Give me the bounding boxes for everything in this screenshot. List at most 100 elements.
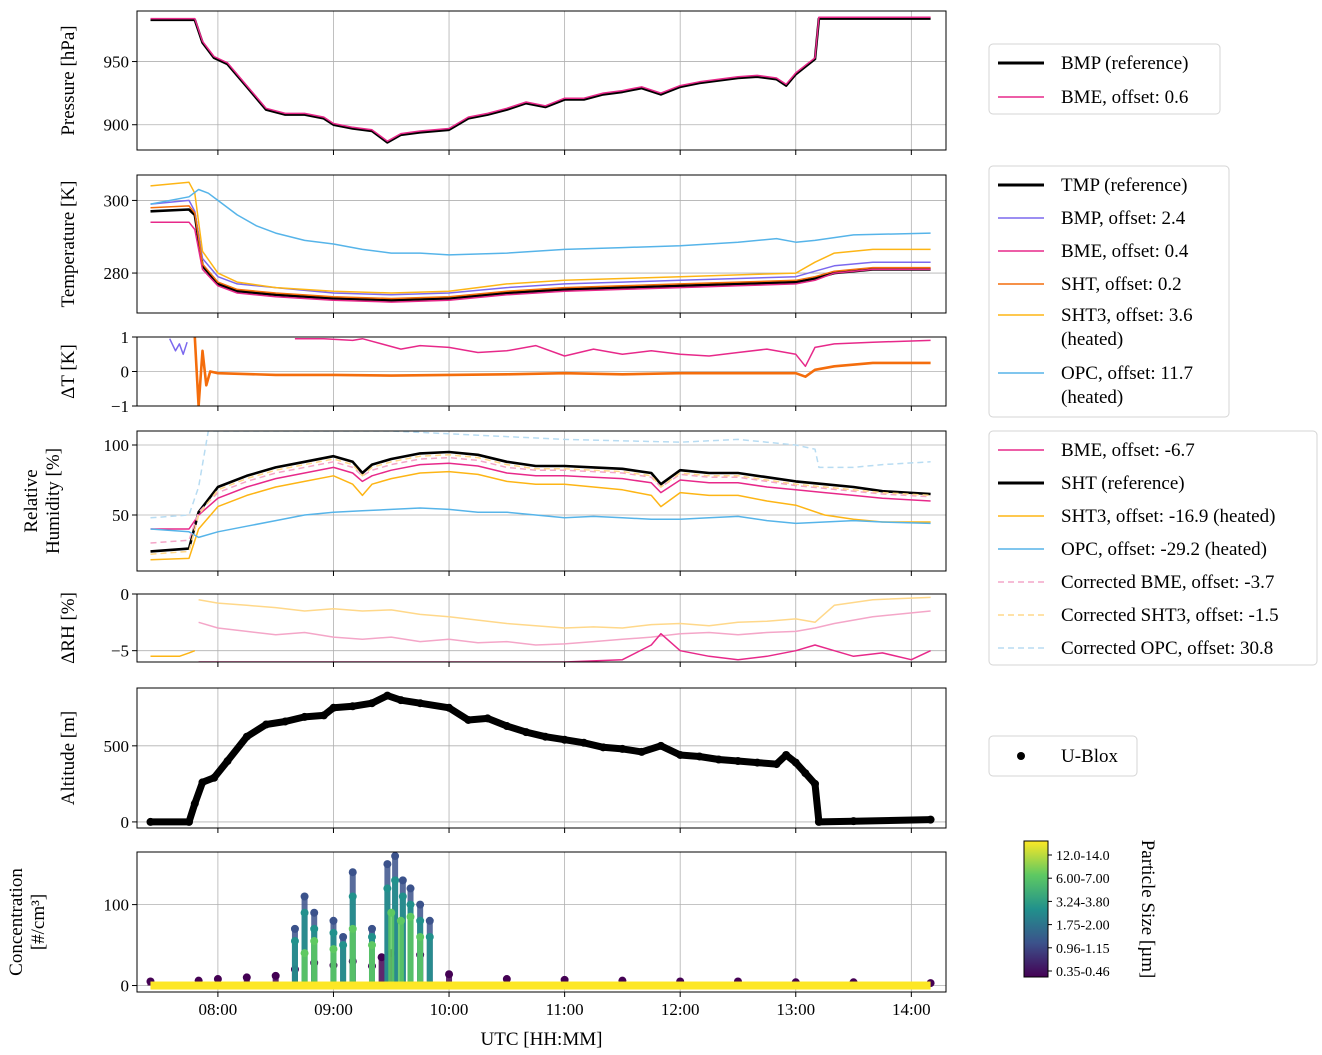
altitude-point [367,699,376,708]
particle-bar [378,957,385,986]
y-tick-label: 0 [121,585,130,604]
particle-point [406,912,415,921]
legend-label: (heated) [1061,387,1123,408]
altitude-point [656,741,665,750]
series-corrected-opc-offset-30-8 [150,431,931,519]
panel-5: −5 0 ΔRH [%] [58,585,947,667]
altitude-point [676,750,685,759]
y-tick-label: −5 [111,642,129,661]
colorbar-gradient [1023,840,1049,978]
altitude-point [483,714,492,723]
y-axis-label: Particle [0,893,5,951]
particle-point [367,941,376,950]
series-u-blox [147,692,935,826]
particle-point [398,892,407,901]
particle-point [377,953,386,962]
series-opc-offset-29-2-heated [150,507,931,539]
axes-frame [136,593,947,663]
altitude-point [714,755,723,764]
axes-frame [136,851,947,993]
legend-label: BME, offset: 0.4 [1061,241,1189,262]
altitude-point [560,735,569,744]
y-tick-label: 280 [104,264,130,283]
particle-bar [349,928,356,986]
altitude-point [262,720,271,729]
colorbar-tick-label: 0.35-0.46 [1056,965,1110,980]
altitude-point [464,715,473,724]
x-tick-label: 13:00 [776,1000,815,1019]
y-tick-label: 0 [121,977,130,996]
y-axis-label: ΔRH [%] [58,592,79,664]
y-axis-label: Pressure [hPa] [58,25,79,135]
colorbar-tick-label: 12.0-14.0 [1056,849,1110,864]
legend-label: SHT (reference) [1061,473,1185,494]
series-corrected-bme-offset-3-7 [150,456,931,544]
altitude-point [579,738,588,747]
particle-point [396,916,405,925]
altitude-point [522,728,531,737]
particle-point [339,941,348,950]
y-tick-label: 100 [104,896,130,915]
y-tick-label: 0 [121,363,130,382]
altitude-point [782,750,791,759]
particle-point [416,932,425,941]
particle-bar [392,880,399,986]
altitude-point [445,703,454,712]
series-bmp-offset-2-4 [150,199,931,296]
x-tick-label: 11:00 [546,1000,584,1019]
x-axis-label: UTC [HH:MM] [481,1029,603,1050]
altitude-point [599,743,608,752]
particle-point [406,884,415,893]
altitude-point [849,817,858,826]
series-3-3 [193,337,931,406]
y-axis-label: Altitude [m] [58,711,79,805]
altitude-point [185,817,194,826]
y-axis-label: Relative [21,469,42,532]
particle-point [391,852,400,861]
legend-label: BMP (reference) [1061,53,1188,74]
particle-bar [384,888,391,986]
y-axis-label: Temperature [K] [58,181,79,308]
x-tick-label: 10:00 [430,1000,469,1019]
series-3-2 [169,338,188,356]
particle-point [300,908,309,917]
y-tick-label: 1 [121,328,130,347]
legend-box [988,165,1230,418]
particle-point [367,932,376,941]
altitude-point [146,817,155,826]
altitude-point [396,696,405,705]
series-3-1 [294,337,931,368]
y-tick-label: 300 [104,191,130,210]
series-group [150,16,931,144]
series-12-0-14-0 [150,981,931,990]
altitude-point [541,732,550,741]
series-5-1 [198,596,931,629]
particle-point [329,916,338,925]
particle-bar [368,945,375,986]
legend-box [988,43,1221,115]
panel-3: −1 0 1 ΔT [K] [58,328,947,416]
particle-point [329,945,338,954]
series-bme-offset-0-4 [150,221,931,303]
particle-bar [388,912,395,986]
particle-point [300,892,309,901]
altitude-point [300,712,309,721]
particle-bar [311,941,318,986]
legend-label: OPC, offset: 11.7 [1061,363,1193,384]
particle-bar [272,975,279,986]
altitude-point [811,779,820,788]
particle-point [425,932,434,941]
series-5-2 [198,610,931,646]
particle-point [387,908,396,917]
y-tick-label: 0 [121,813,130,832]
altitude-point [198,778,207,787]
legend-label: BME, offset: 0.6 [1061,87,1188,108]
colorbar-tick-label: 3.24-3.80 [1056,895,1110,910]
axes-frame [136,10,947,151]
series-group [150,596,931,662]
y-tick-label: −1 [111,397,129,416]
colorbar-label: Particle Size [µm] [1137,840,1158,979]
particle-point [445,970,454,979]
y-tick-label: 50 [112,506,129,525]
